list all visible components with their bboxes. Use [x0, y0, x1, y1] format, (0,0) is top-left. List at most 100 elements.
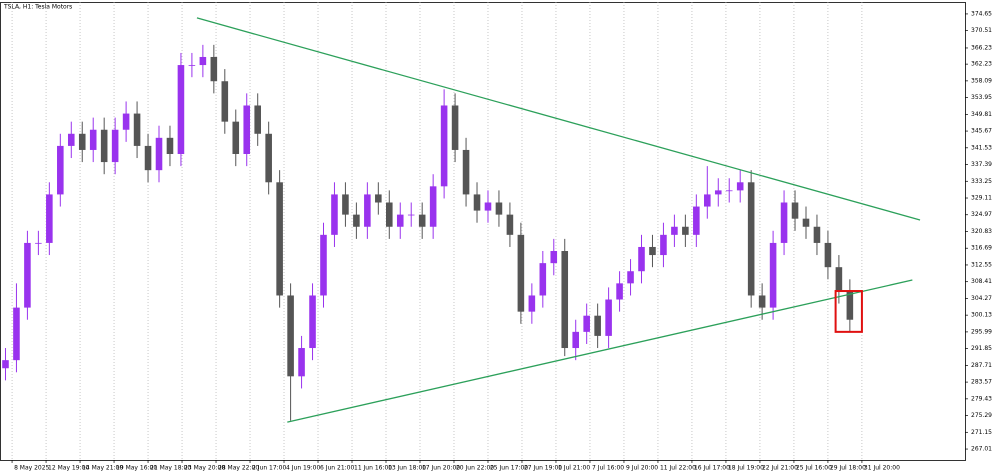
highlight-box — [834, 290, 863, 333]
x-tick-label: 31 Jul 20:00 — [864, 465, 900, 472]
y-tick-label: 353.95 — [971, 94, 992, 101]
candle-body — [506, 214, 514, 235]
candle-body — [67, 133, 75, 146]
candle-body — [396, 214, 404, 227]
candle-body — [517, 234, 525, 312]
candle-body — [572, 331, 579, 349]
candle-body — [671, 226, 678, 235]
candle-body — [133, 113, 141, 146]
y-tick-label: 279.43 — [971, 395, 992, 402]
x-tick-label: 22 Jul 21:00 — [762, 465, 798, 472]
candle-body — [320, 234, 327, 296]
candle-body — [221, 81, 229, 122]
candle-body — [813, 226, 821, 243]
candle-body — [824, 242, 832, 268]
candle-body — [232, 121, 240, 154]
candle-body — [605, 299, 612, 336]
candle-body — [46, 194, 53, 243]
trend-line — [196, 17, 921, 221]
candle-body — [353, 214, 360, 227]
candle-body — [484, 202, 492, 211]
candle-body — [693, 206, 700, 235]
x-tick-label: 28 May 22:00 — [218, 465, 259, 472]
candle-body — [539, 263, 547, 296]
y-tick-label: 300.13 — [971, 312, 992, 319]
candle-body — [342, 194, 349, 215]
y-tick-label: 374.65 — [971, 10, 992, 17]
candle-body — [451, 105, 459, 150]
candle-body — [364, 194, 371, 227]
candle-body — [298, 348, 305, 377]
candle-body — [407, 214, 415, 216]
candle-body — [473, 194, 481, 211]
candle-body — [243, 105, 251, 154]
y-tick-label: 267.01 — [971, 446, 992, 453]
y-tick-label: 349.81 — [971, 111, 992, 118]
x-tick-label: 8 May 2025 — [14, 465, 49, 472]
candle-body — [254, 105, 261, 134]
candle-body — [462, 149, 470, 195]
x-tick-label: 9 Jul 20:00 — [626, 465, 658, 472]
x-tick-label: 11 Jul 22:00 — [660, 465, 696, 472]
candle-body — [780, 202, 788, 243]
x-tick-label: 29 Jul 18:00 — [830, 465, 866, 472]
candle-body — [309, 295, 316, 349]
x-tick-label: 25 Jul 16:00 — [796, 465, 832, 472]
candle-body — [704, 194, 711, 207]
y-tick-label: 275.29 — [971, 412, 992, 419]
y-tick-label: 370.51 — [971, 27, 992, 34]
candle-body — [2, 360, 9, 369]
candle-body — [386, 202, 393, 227]
candle-body — [155, 137, 163, 171]
candle-body — [649, 246, 656, 256]
candle-body — [561, 251, 569, 349]
y-tick-label: 283.57 — [971, 379, 992, 386]
y-tick-label: 287.71 — [971, 362, 992, 369]
candle-body — [177, 65, 185, 154]
y-tick-label: 320.83 — [971, 228, 992, 235]
y-tick-label: 324.97 — [971, 211, 992, 218]
candle-body — [375, 194, 382, 203]
x-tick-label: 13 Jun 18:00 — [388, 465, 426, 472]
candle-body — [122, 113, 130, 130]
x-tick-label: 11 Jun 16:00 — [354, 465, 392, 472]
candle-body — [100, 129, 108, 163]
candle-body — [35, 242, 42, 244]
y-tick-label: 337.39 — [971, 161, 992, 168]
x-tick-label: 6 Jun 21:00 — [320, 465, 354, 472]
y-tick-label: 362.23 — [971, 61, 992, 68]
candle-body — [616, 283, 623, 300]
candle-body — [276, 182, 283, 296]
x-tick-label: 18 Jul 19:00 — [728, 465, 764, 472]
y-tick-label: 316.69 — [971, 245, 992, 252]
x-tick-label: 2 Jun 17:00 — [252, 465, 286, 472]
candle-body — [583, 315, 590, 332]
x-tick-label: 25 Jun 17:00 — [490, 465, 528, 472]
x-tick-label: 21 May 18:00 — [150, 465, 191, 472]
y-tick-label: 312.55 — [971, 261, 992, 268]
candle-body — [13, 307, 20, 361]
x-tick-label: 17 Jun 20:00 — [422, 465, 460, 472]
candle-body — [188, 65, 196, 66]
x-tick-label: 12 May 19:00 — [48, 465, 89, 472]
candle-body — [144, 145, 152, 171]
y-tick-label: 295.99 — [971, 328, 992, 335]
candle-body — [199, 56, 207, 66]
y-tick-label: 304.27 — [971, 295, 992, 302]
candle-body — [265, 133, 272, 183]
candle-body — [210, 56, 218, 82]
y-tick-label: 341.53 — [971, 144, 992, 151]
candle-body — [528, 295, 536, 312]
candle-body — [758, 295, 766, 308]
x-tick-label: 7 Jul 16:00 — [592, 465, 624, 472]
candle-body — [638, 246, 645, 272]
candle-body — [714, 190, 722, 195]
candle-body — [57, 145, 64, 195]
candle-body — [725, 190, 733, 192]
x-tick-label: 20 Jun 22:00 — [456, 465, 494, 472]
candle-body — [78, 133, 86, 150]
candle-body — [627, 271, 634, 284]
y-tick-label: 271.15 — [971, 429, 992, 436]
y-tick-label: 333.25 — [971, 178, 992, 185]
